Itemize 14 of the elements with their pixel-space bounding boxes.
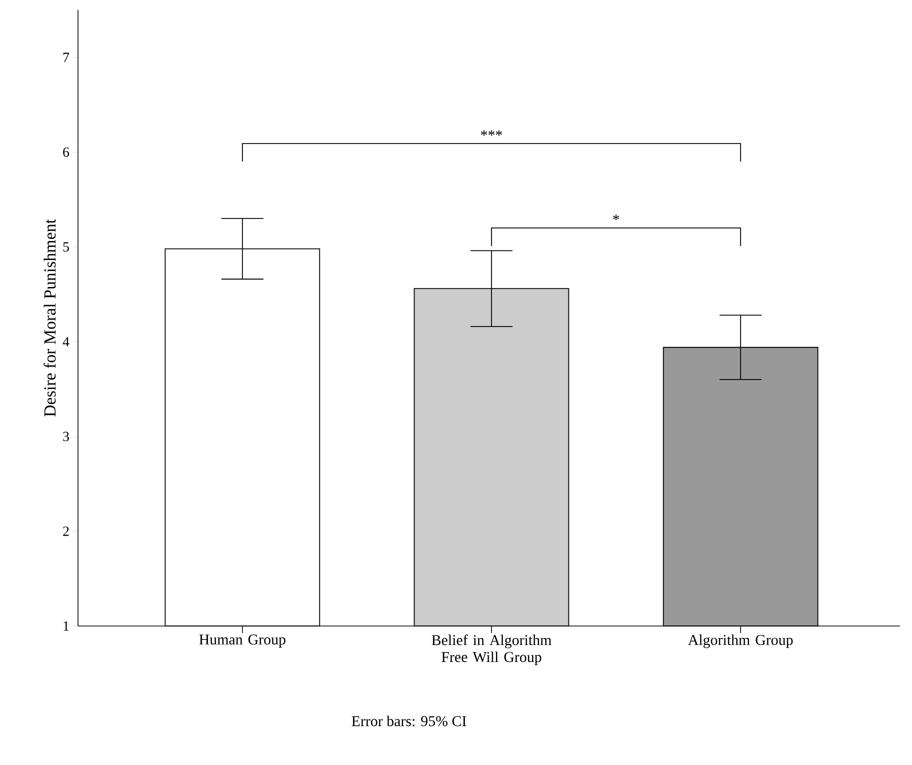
y-axis-title: Desire for Moral Punishment <box>44 219 56 417</box>
annotation: *** <box>481 130 502 136</box>
x-tick-label: Belief in Algorithm Free Will Group <box>432 634 552 666</box>
annotation: * <box>613 214 620 220</box>
y-tick-label: 3 <box>63 432 69 442</box>
y-tick-label: 7 <box>63 52 70 62</box>
x-tick-label: Human Group <box>199 634 286 648</box>
text: Error bars: 95% CI <box>352 716 466 726</box>
x-tick-label: Algorithm Group <box>688 634 793 648</box>
y-tick-label: 2 <box>63 526 69 536</box>
y-tick-label: 6 <box>63 147 70 157</box>
y-tick-label: 4 <box>62 337 70 346</box>
y-tick-label: 5 <box>63 242 69 252</box>
y-tick-label: 1 <box>64 621 69 631</box>
